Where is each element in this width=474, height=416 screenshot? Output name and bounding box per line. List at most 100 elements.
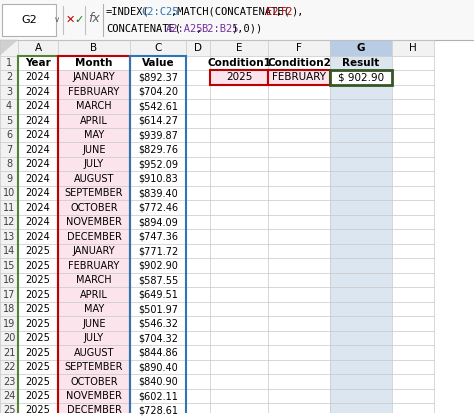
Bar: [130, 201, 186, 215]
Bar: [268, 99, 330, 114]
Bar: [268, 114, 330, 128]
Bar: [210, 273, 268, 287]
Text: $844.86: $844.86: [138, 347, 178, 357]
Bar: [58, 128, 130, 143]
Text: $772.46: $772.46: [138, 203, 178, 213]
Text: 2025: 2025: [26, 333, 50, 343]
Bar: [268, 258, 330, 273]
Bar: [392, 56, 434, 70]
Text: D: D: [194, 42, 202, 53]
Bar: [0, 360, 18, 374]
Bar: [130, 389, 186, 403]
Bar: [0, 186, 18, 201]
Bar: [58, 374, 130, 389]
Bar: [130, 258, 186, 273]
Bar: [210, 215, 268, 229]
Bar: [210, 157, 268, 171]
Text: G2: G2: [21, 15, 37, 25]
Bar: [58, 99, 130, 114]
Text: 2024: 2024: [26, 101, 50, 111]
Bar: [186, 186, 210, 201]
Bar: [58, 302, 130, 316]
Text: fx: fx: [88, 12, 100, 25]
Bar: [58, 171, 130, 186]
Text: Year: Year: [25, 58, 51, 68]
Bar: [58, 316, 130, 331]
Bar: [58, 360, 130, 374]
Bar: [130, 215, 186, 229]
Text: 2024: 2024: [26, 159, 50, 169]
Text: 4: 4: [6, 101, 12, 111]
Bar: [330, 56, 392, 70]
Bar: [210, 316, 268, 331]
Bar: [210, 128, 268, 143]
Bar: [330, 389, 392, 403]
Bar: [210, 345, 268, 360]
Bar: [130, 186, 186, 201]
Text: 20: 20: [3, 333, 15, 343]
Bar: [330, 215, 392, 229]
Text: $546.32: $546.32: [138, 319, 178, 329]
Bar: [58, 56, 130, 416]
Bar: [330, 143, 392, 157]
Bar: [330, 273, 392, 287]
Bar: [268, 56, 330, 70]
Text: 2025: 2025: [26, 347, 50, 357]
Bar: [392, 374, 434, 389]
Bar: [210, 40, 268, 56]
Text: APRIL: APRIL: [80, 290, 108, 300]
Text: Month: Month: [75, 58, 113, 68]
Bar: [392, 273, 434, 287]
Bar: [268, 70, 330, 84]
Bar: [330, 84, 392, 99]
Bar: [268, 70, 330, 84]
Bar: [210, 302, 268, 316]
Text: OCTOBER: OCTOBER: [70, 203, 118, 213]
Bar: [268, 143, 330, 157]
Bar: [18, 56, 58, 70]
Text: ,: ,: [196, 24, 202, 34]
Bar: [130, 244, 186, 258]
Bar: [130, 171, 186, 186]
Text: 2024: 2024: [26, 217, 50, 227]
Bar: [210, 186, 268, 201]
Bar: [18, 70, 58, 84]
Bar: [0, 345, 18, 360]
Text: ,: ,: [276, 7, 282, 17]
Bar: [392, 331, 434, 345]
Bar: [0, 56, 18, 70]
Text: ✕: ✕: [65, 15, 75, 25]
Text: 15: 15: [3, 260, 15, 271]
Bar: [186, 360, 210, 374]
Text: JULY: JULY: [84, 333, 104, 343]
Bar: [58, 70, 130, 84]
Text: 8: 8: [6, 159, 12, 169]
Bar: [0, 403, 18, 416]
Bar: [130, 374, 186, 389]
Bar: [0, 114, 18, 128]
Text: CONCATENATE(: CONCATENATE(: [106, 24, 181, 34]
Bar: [18, 389, 58, 403]
Bar: [392, 244, 434, 258]
Text: 21: 21: [3, 347, 15, 357]
Bar: [130, 229, 186, 244]
Text: A: A: [35, 42, 42, 53]
Text: $649.51: $649.51: [138, 290, 178, 300]
Bar: [130, 345, 186, 360]
Bar: [330, 70, 392, 84]
Bar: [392, 171, 434, 186]
Bar: [268, 157, 330, 171]
Bar: [58, 84, 130, 99]
Bar: [58, 56, 130, 70]
Bar: [330, 258, 392, 273]
Text: ,MATCH(CONCATENATE(: ,MATCH(CONCATENATE(: [171, 7, 290, 17]
Bar: [0, 287, 18, 302]
Bar: [0, 316, 18, 331]
Bar: [186, 273, 210, 287]
Text: ✓: ✓: [74, 15, 84, 25]
Text: Condition1: Condition1: [207, 58, 271, 68]
Bar: [58, 273, 130, 287]
Bar: [0, 302, 18, 316]
Text: DECEMBER: DECEMBER: [66, 406, 121, 416]
Text: 6: 6: [6, 130, 12, 140]
